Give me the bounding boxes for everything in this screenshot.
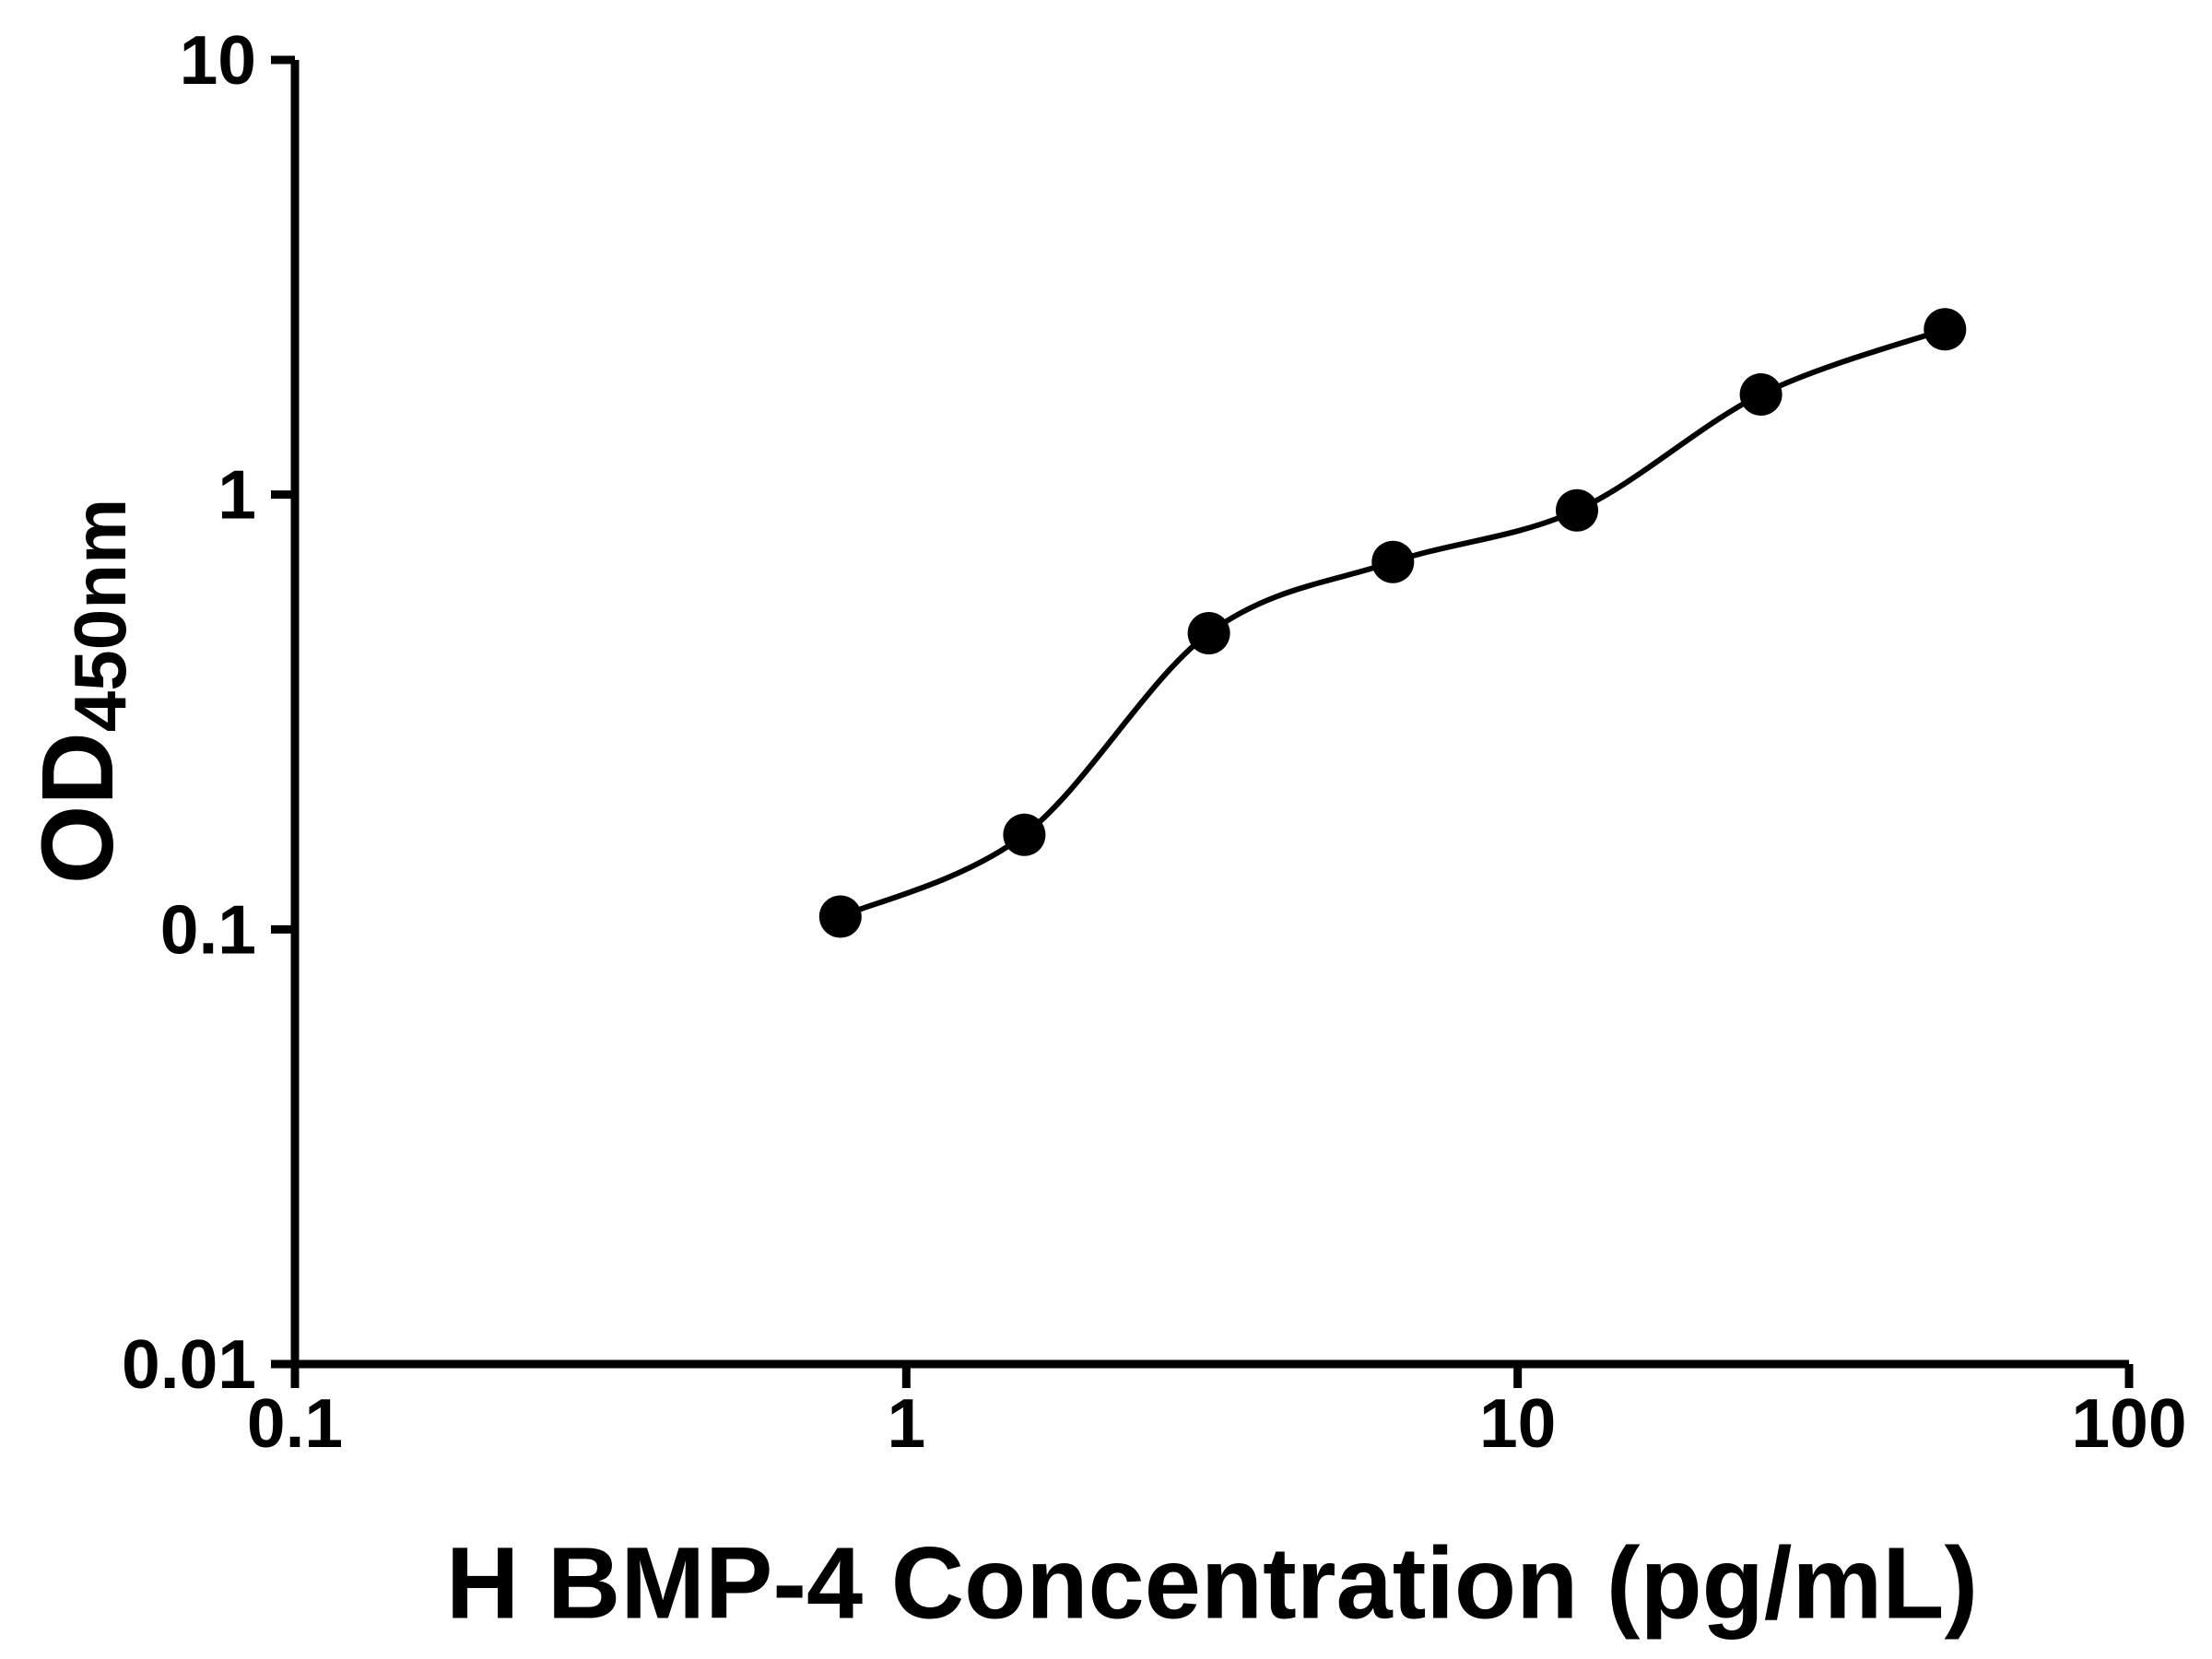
y-tick-label: 0.01 xyxy=(122,1325,256,1403)
data-point-1.56 xyxy=(1003,813,1046,856)
data-point-25 xyxy=(1739,373,1783,416)
y-axis-label-450nm: 450nm xyxy=(59,498,141,733)
x-tick-label: 0.1 xyxy=(247,1384,343,1462)
x-tick-label: 10 xyxy=(1479,1384,1556,1462)
x-tick-label: 1 xyxy=(887,1384,925,1462)
data-point-12.5 xyxy=(1556,488,1598,532)
y-tick-label: 1 xyxy=(218,456,256,534)
x-tick-label: 100 xyxy=(2071,1384,2186,1462)
x-axis-title: H BMP-4 Concentration (pg/mL) xyxy=(445,1526,1979,1641)
y-axis-label-od: OD xyxy=(21,732,135,885)
data-point-0.78 xyxy=(818,895,862,938)
data-point-6.25 xyxy=(1371,540,1415,583)
y-axis-title: OD450nm xyxy=(19,499,143,884)
data-point-3.125 xyxy=(1187,612,1230,654)
y-tick-label: 0.1 xyxy=(160,890,256,968)
axes-frame xyxy=(290,60,2129,1369)
y-tick-label: 10 xyxy=(180,21,256,99)
data-point-50 xyxy=(1924,308,1967,351)
